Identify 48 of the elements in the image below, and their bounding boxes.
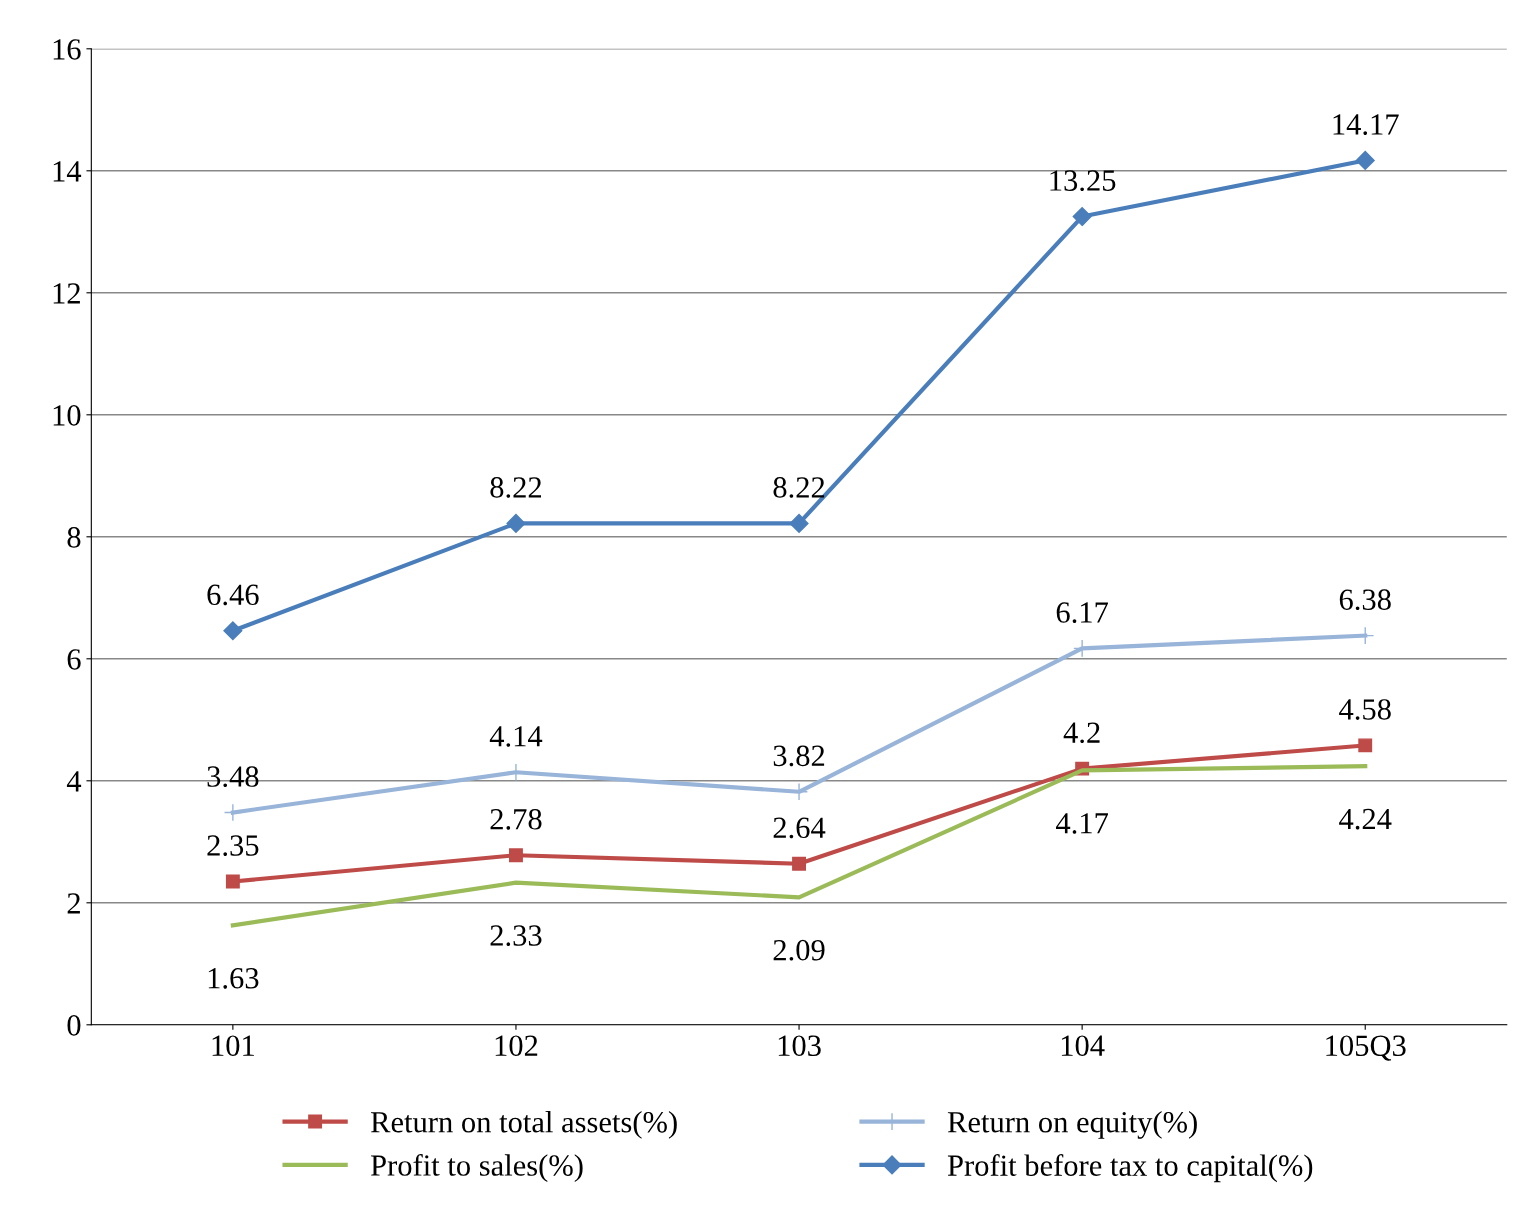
- y-tick-label: 14: [53, 161, 82, 182]
- y-tick-label: 2: [67, 893, 80, 914]
- data-label: 4.2: [1063, 722, 1100, 744]
- data-label: 2.09: [773, 939, 825, 961]
- legend-label: Profit to sales(%): [370, 1154, 583, 1183]
- data-label: 6.38: [1339, 589, 1391, 611]
- point: [1072, 207, 1092, 227]
- point: [509, 848, 523, 863]
- legend-label: Return on equity(%): [947, 1111, 1197, 1139]
- x-tick-label: 102: [495, 1035, 538, 1057]
- data-label: 3.82: [773, 745, 825, 767]
- point: [792, 856, 806, 871]
- y-tick-label: 16: [53, 39, 81, 60]
- y-tick-label: 10: [53, 405, 81, 426]
- y-tick-label: 12: [53, 283, 80, 304]
- y-tick-label: 4: [66, 771, 82, 792]
- data-label: 6.46: [207, 584, 259, 606]
- point: [1355, 150, 1375, 170]
- point: [225, 874, 240, 889]
- point: [506, 513, 526, 533]
- y-tick-label: 6: [67, 649, 81, 670]
- x-tick-label: 105Q3: [1326, 1035, 1406, 1061]
- data-label: 8.22: [773, 477, 825, 498]
- data-label: 6.17: [1056, 602, 1108, 623]
- legend-label: Return on total assets(%): [370, 1111, 677, 1139]
- point: [789, 513, 809, 533]
- data-label: 4.17: [1056, 813, 1108, 834]
- data-label: 2.64: [773, 817, 826, 839]
- data-label: 13.25: [1050, 170, 1116, 192]
- data-label: 14.17: [1333, 114, 1399, 135]
- data-label: 2.78: [490, 808, 542, 830]
- data-label: 4.24: [1339, 808, 1392, 830]
- x-tick-label: 104: [1061, 1035, 1105, 1057]
- data-label: 3.48: [207, 766, 259, 787]
- data-label: 8.22: [490, 477, 542, 498]
- point: [223, 621, 243, 641]
- x-tick-label: 101: [212, 1035, 254, 1057]
- y-tick-label: 8: [67, 527, 81, 548]
- data-label: 4.58: [1339, 699, 1391, 720]
- data-label: 1.63: [208, 968, 259, 989]
- x-tick-label: 103: [778, 1035, 821, 1057]
- data-label: 2.35: [207, 835, 259, 856]
- data-label: 4.14: [489, 726, 543, 747]
- point: [223, 803, 242, 822]
- y-tick-label: 0: [67, 1015, 81, 1036]
- legend-label: Profit before tax to capital(%): [947, 1154, 1313, 1183]
- point: [1358, 738, 1373, 753]
- data-label: 2.33: [490, 925, 542, 946]
